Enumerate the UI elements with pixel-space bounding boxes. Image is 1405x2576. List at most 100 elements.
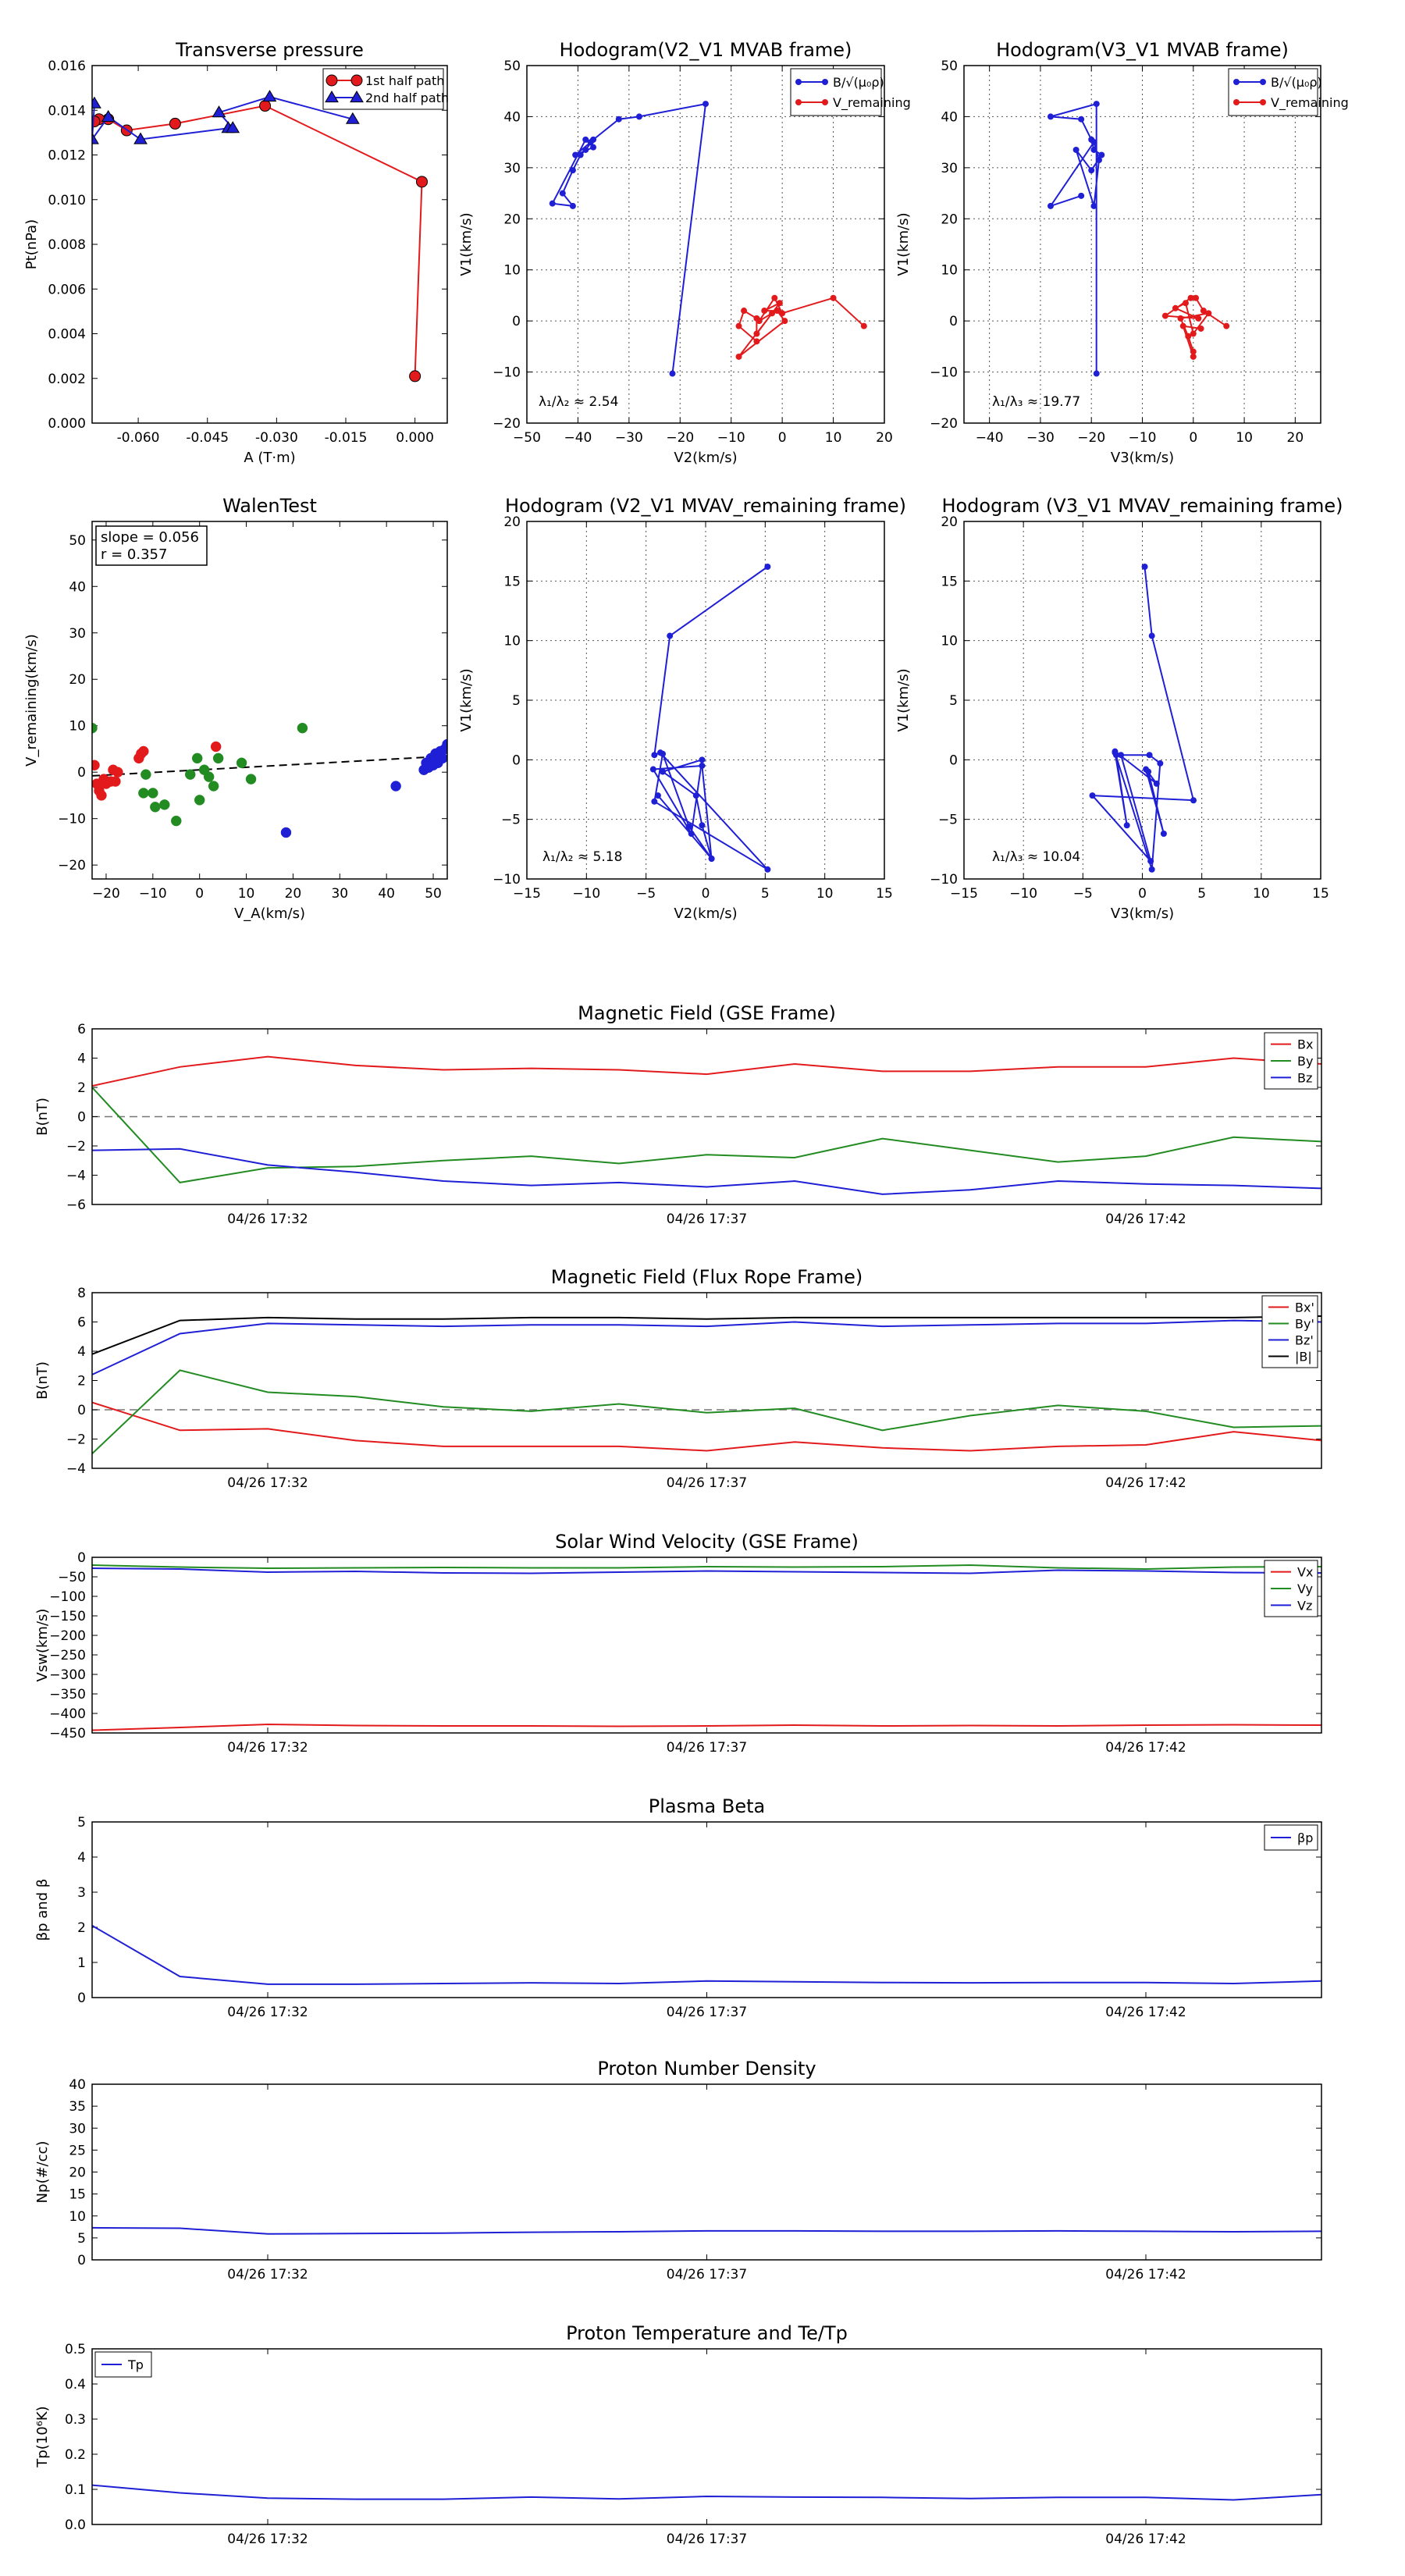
data-point <box>1148 632 1155 639</box>
y-tick-label: 40 <box>941 109 958 125</box>
y-tick-label: 50 <box>69 533 86 549</box>
data-point <box>236 757 247 769</box>
plot-frame <box>91 1028 1322 1205</box>
data-point <box>660 768 667 775</box>
legend-label-2: Vz <box>1297 1598 1312 1613</box>
series-line-1 <box>92 96 354 141</box>
x-tick-label: 10 <box>1236 430 1253 446</box>
x-tick-label: −40 <box>564 430 592 446</box>
y-tick-label: −10 <box>493 872 521 888</box>
plot-area <box>1089 564 1197 873</box>
legend-box <box>1228 68 1318 116</box>
y-tick-label: 20 <box>941 514 958 530</box>
y-tick-label: 0.5 <box>65 2342 86 2357</box>
y-tick-label: 20 <box>69 672 86 688</box>
x-tick-label: 04/26 17:32 <box>227 2267 308 2282</box>
y-tick-label: 10 <box>69 719 86 735</box>
legend-label-1: By' <box>1295 1317 1314 1332</box>
y-tick-label: −150 <box>49 1609 86 1624</box>
y-tick-label: 20 <box>941 212 958 227</box>
x-tick-label: 04/26 17:37 <box>667 1475 747 1491</box>
data-point <box>708 856 715 863</box>
data-point <box>735 322 742 329</box>
plot-frame <box>526 521 885 880</box>
legend-box <box>322 68 444 110</box>
ratio-annotation: λ₁/λ₃ ≈ 19.77 <box>992 394 1080 410</box>
y-tick-label: −450 <box>49 1726 86 1742</box>
data-point <box>203 771 215 782</box>
data-point <box>442 738 447 750</box>
y-tick-label: −2 <box>66 1139 86 1155</box>
chart-6: Magnetic Field (GSE Frame) 04/26 17:32 04/… <box>34 1002 1322 1227</box>
data-point <box>171 815 182 827</box>
y-axis-label: Tp(10⁶K) <box>34 2406 51 2467</box>
data-point <box>409 370 422 382</box>
data-point <box>1141 564 1148 571</box>
data-point <box>774 308 781 315</box>
y-tick-label: −100 <box>49 1589 86 1605</box>
data-point <box>635 113 642 120</box>
legend-label-1: V_remaining <box>1271 95 1349 111</box>
data-point <box>1179 322 1186 329</box>
data-point <box>764 866 771 873</box>
chart-1: Hodogram(V2_V1 MVAB frame) −50 −40 −30 −20 −1… <box>458 39 911 466</box>
data-point <box>210 741 222 753</box>
plot-area <box>92 1924 1321 1985</box>
series-line-0 <box>94 105 423 376</box>
data-point <box>191 753 203 764</box>
legend-label-1: Vy <box>1297 1582 1313 1596</box>
x-tick-label: 04/26 17:42 <box>1105 2532 1186 2547</box>
x-tick-label: −10 <box>572 886 600 902</box>
chart-title: Proton Temperature and Te/Tp <box>566 2322 848 2344</box>
y-tick-label: 15 <box>503 574 521 589</box>
series-line-0 <box>652 566 769 870</box>
data-point <box>226 121 240 133</box>
data-point <box>92 132 99 144</box>
y-axis-label: Vsw(km/s) <box>34 1609 51 1682</box>
series-line-0 <box>92 1055 1321 1087</box>
data-point <box>148 788 158 799</box>
data-point <box>860 322 867 329</box>
plot-area <box>549 101 867 377</box>
data-point <box>1112 748 1119 755</box>
x-tick-label: 04/26 17:37 <box>667 2005 747 2020</box>
x-tick-label: 04/26 17:42 <box>1105 2267 1186 2282</box>
legend: Vx Vy Vz <box>1264 1560 1318 1617</box>
data-point <box>1190 348 1197 355</box>
y-tick-label: 3 <box>77 1885 86 1901</box>
data-point <box>761 308 768 315</box>
data-point <box>1200 308 1207 315</box>
data-point <box>654 792 661 799</box>
plot-frame <box>526 65 885 424</box>
legend: B/√(μ₀ρ) V_remaining <box>790 68 911 116</box>
series-line-0 <box>92 2484 1321 2501</box>
y-tick-label: 0 <box>949 753 958 768</box>
y-tick-label: 4 <box>77 1051 86 1067</box>
plot-frame <box>91 1821 1322 1998</box>
data-point <box>1193 294 1200 301</box>
plot-frame <box>91 521 448 880</box>
x-tick-label: 04/26 17:37 <box>667 2267 747 2282</box>
x-tick-label: 20 <box>876 430 893 446</box>
data-point <box>699 822 706 829</box>
data-point <box>133 132 148 144</box>
y-tick-label: 40 <box>503 109 521 125</box>
chart-0: Transverse pressure -0.060 -0.045 -0.030 -0.… <box>23 39 449 466</box>
data-point <box>781 318 788 325</box>
legend-marker <box>1233 99 1240 105</box>
y-tick-label: 0.006 <box>48 282 86 297</box>
y-tick-label: 0.014 <box>48 103 86 119</box>
y-axis-label: B(nT) <box>34 1098 51 1136</box>
x-tick-label: 04/26 17:42 <box>1105 1212 1186 1227</box>
y-tick-label: 10 <box>503 634 521 649</box>
y-tick-label: 40 <box>69 2077 86 2093</box>
data-point <box>1161 312 1168 319</box>
y-tick-label: −2 <box>66 1432 86 1448</box>
chart-10: Proton Number Density 04/26 17:32 04/26 17… <box>34 2058 1322 2282</box>
chart-title: Hodogram (V2_V1 MVAV_remaining frame) <box>505 495 906 517</box>
data-point <box>572 151 579 158</box>
plot-area <box>92 1055 1321 1195</box>
data-point <box>437 753 447 764</box>
x-tick-label: −15 <box>950 886 978 902</box>
y-tick-label: 0.002 <box>48 372 86 387</box>
